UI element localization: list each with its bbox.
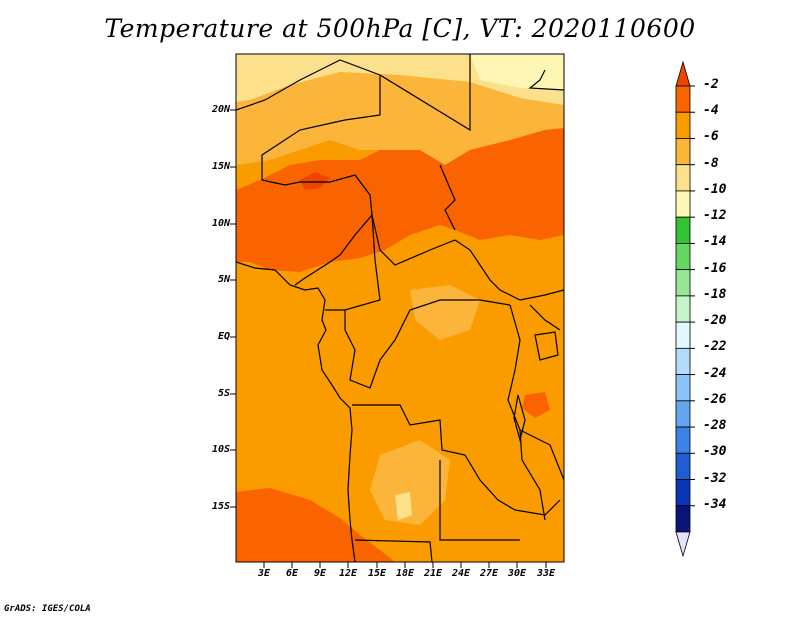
border-nigeria: [261, 174, 373, 286]
colorbar-label: -34: [703, 496, 727, 512]
colorbar-label: -10: [703, 181, 727, 197]
field-central-cool-3: [395, 492, 412, 520]
lon-label: 12E: [338, 568, 358, 579]
field-warm-band: [236, 128, 564, 272]
field-northeast-patch: [470, 54, 564, 90]
map-frame: [235, 53, 565, 563]
border-sudan: [439, 164, 456, 231]
lon-label: 15E: [367, 568, 387, 579]
border-tanzania: [519, 429, 564, 481]
lat-label: EQ: [217, 331, 230, 342]
lon-label: 9E: [313, 568, 327, 579]
coastline-west-africa: [236, 261, 356, 562]
border-niger-chad: [236, 59, 381, 180]
colorbar-label: -6: [703, 129, 719, 145]
colorbar-label: -22: [703, 339, 727, 355]
colorbar-label: -8: [703, 155, 719, 171]
field-central-cool-2: [370, 440, 450, 525]
lon-label: 6E: [285, 568, 299, 579]
lon-label: 33E: [536, 568, 556, 579]
country-borders: [236, 54, 564, 562]
lat-ticks: [230, 109, 236, 508]
border-namibia: [354, 539, 433, 562]
border-chad-sudan: [379, 54, 471, 132]
lon-label: 24E: [451, 568, 471, 579]
lat-label: 15S: [211, 501, 230, 512]
lon-ticks: [263, 562, 547, 568]
chart-title: Temperature at 500hPa [C], VT: 202011060…: [104, 14, 696, 43]
lon-label: 21E: [423, 568, 443, 579]
colorbar-label: -16: [703, 260, 727, 276]
border-angola-zambia: [439, 460, 520, 541]
colorbar-label: -14: [703, 234, 727, 250]
colorbar-label: -12: [703, 208, 727, 224]
lon-label: 30E: [507, 568, 527, 579]
lat-label: 10N: [211, 218, 230, 229]
field-southwest-warm: [236, 488, 395, 562]
coastline-red-sea: [528, 69, 564, 91]
lat-label: 5N: [217, 274, 230, 285]
border-uganda-kenya: [529, 304, 561, 331]
colorbar-label: -24: [703, 365, 727, 381]
field-east-warm: [522, 392, 550, 418]
lat-label: 20N: [211, 104, 230, 115]
lat-label: 5S: [217, 388, 230, 399]
colorbar-label: -4: [703, 103, 719, 119]
lon-label: 18E: [395, 568, 415, 579]
lake-tanganyika: [513, 394, 526, 443]
border-cameroon: [325, 214, 381, 311]
lat-label: 15N: [211, 161, 230, 172]
border-mozambique: [514, 499, 561, 516]
colorbar-label: -30: [703, 444, 727, 460]
field-hot-patch: [300, 172, 330, 190]
lat-label: 10S: [211, 444, 230, 455]
border-chad-car: [371, 214, 564, 301]
lon-label: 27E: [479, 568, 499, 579]
border-drc-angola: [352, 404, 516, 511]
lake-victoria: [534, 331, 559, 361]
colorbar-label: -32: [703, 470, 727, 486]
colorbar-label: -20: [703, 313, 727, 329]
colorbar-label: -18: [703, 286, 727, 302]
colorbar-label: -2: [703, 77, 719, 92]
field-central-cool-1: [410, 285, 480, 340]
colorbar-label: -28: [703, 418, 727, 434]
border-congo: [344, 299, 511, 389]
colorbar-label: -26: [703, 391, 727, 407]
lon-label: 3E: [257, 568, 271, 579]
credit-text: GrADS: IGES/COLA: [4, 604, 91, 614]
